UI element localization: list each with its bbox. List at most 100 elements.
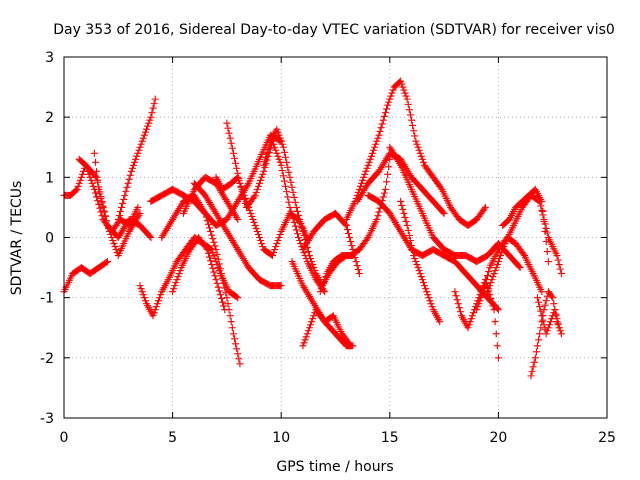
data-point: [265, 141, 273, 149]
data-point: [176, 267, 184, 275]
data-point: [130, 161, 138, 169]
data-point: [354, 266, 362, 274]
data-point: [489, 273, 497, 281]
data-point: [367, 152, 375, 160]
data-point: [136, 282, 144, 290]
data-point: [124, 179, 132, 187]
data-point: [389, 86, 397, 94]
data-point: [228, 324, 236, 332]
data-point: [377, 124, 385, 132]
data-point: [227, 139, 235, 147]
data-point: [375, 131, 383, 139]
data-point: [239, 188, 247, 196]
data-point: [278, 140, 286, 148]
data-point: [310, 312, 318, 320]
data-point: [93, 173, 101, 181]
data-point: [465, 321, 473, 329]
data-point: [400, 209, 408, 217]
data-point: [236, 179, 244, 187]
data-point: [96, 190, 104, 198]
data-point: [544, 324, 552, 332]
data-point: [134, 203, 142, 211]
data-point: [538, 197, 546, 205]
data-point: [154, 297, 162, 305]
data-point: [172, 279, 180, 287]
data-point: [343, 225, 351, 233]
data-point: [415, 146, 423, 154]
data-point: [437, 184, 445, 192]
data-point: [303, 330, 311, 338]
data-point: [275, 155, 283, 163]
data-point: [238, 185, 246, 193]
data-point: [284, 193, 292, 201]
data-point: [425, 294, 433, 302]
data-point: [346, 234, 354, 241]
data-point: [418, 276, 426, 284]
data-point: [299, 227, 307, 235]
data-point: [118, 203, 126, 211]
data-point: [287, 178, 295, 186]
data-point: [263, 149, 271, 157]
data-point: [264, 145, 272, 153]
data-point: [91, 189, 99, 197]
data-point: [409, 121, 417, 129]
data-point: [537, 324, 545, 332]
data-point: [498, 249, 506, 257]
data-point: [401, 89, 409, 97]
data-point: [222, 289, 230, 297]
data-point: [258, 173, 266, 181]
data-point: [241, 194, 249, 202]
data-point: [347, 238, 355, 246]
data-point: [251, 191, 259, 199]
data-point: [300, 339, 308, 347]
data-point: [295, 234, 303, 241]
series-arc04: [90, 149, 155, 241]
data-point: [547, 318, 555, 326]
data-point: [255, 179, 263, 187]
data-point: [100, 208, 108, 216]
data-point: [149, 104, 157, 112]
data-point: [109, 237, 117, 245]
data-point: [82, 161, 90, 169]
data-point: [537, 202, 545, 210]
data-point: [220, 302, 228, 310]
data-point: [260, 161, 268, 169]
data-point: [468, 312, 476, 320]
data-point: [455, 304, 463, 312]
series-arc17: [299, 209, 363, 278]
data-point: [530, 358, 538, 366]
data-point: [467, 315, 475, 323]
data-point: [91, 172, 99, 180]
data-point: [139, 134, 147, 142]
series-arc18: [316, 155, 394, 296]
data-point: [212, 276, 220, 284]
data-point: [150, 100, 158, 108]
data-point: [248, 212, 256, 220]
data-point: [400, 86, 408, 94]
data-point: [122, 187, 130, 195]
data-point: [210, 238, 218, 246]
data-point: [212, 246, 220, 254]
data-point: [285, 168, 293, 176]
data-point: [397, 197, 405, 205]
data-point: [451, 288, 459, 296]
data-points: [60, 77, 565, 380]
data-point: [535, 336, 543, 344]
data-point: [219, 298, 227, 306]
data-point: [83, 164, 91, 172]
data-point: [384, 170, 392, 178]
data-point: [291, 222, 299, 230]
data-point: [516, 264, 524, 272]
data-point: [151, 95, 159, 103]
data-point: [533, 342, 541, 350]
data-point: [454, 300, 462, 308]
data-point: [356, 182, 364, 190]
data-point: [305, 324, 313, 332]
series-arc27: [499, 185, 552, 266]
data-point: [555, 324, 563, 332]
data-point: [355, 185, 363, 193]
data-point: [399, 83, 407, 91]
data-point: [307, 321, 315, 329]
data-point: [493, 342, 501, 350]
data-point: [207, 257, 215, 265]
